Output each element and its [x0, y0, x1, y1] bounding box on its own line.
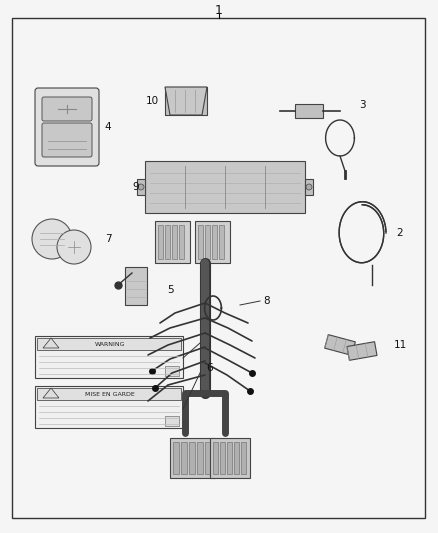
- Circle shape: [32, 219, 72, 259]
- FancyBboxPatch shape: [42, 123, 92, 157]
- Bar: [205, 225, 210, 259]
- Bar: [241, 442, 246, 474]
- Bar: [173, 442, 179, 474]
- Text: 8: 8: [264, 296, 270, 306]
- Bar: [305, 179, 313, 195]
- Bar: [181, 442, 187, 474]
- Bar: [145, 161, 305, 213]
- Bar: [137, 179, 145, 195]
- Bar: [195, 221, 230, 263]
- Text: 7: 7: [105, 234, 111, 244]
- Bar: [198, 225, 203, 259]
- Bar: [35, 386, 183, 428]
- Bar: [35, 336, 183, 378]
- Text: 1: 1: [215, 4, 223, 18]
- Bar: [165, 225, 170, 259]
- Bar: [165, 87, 207, 115]
- Bar: [219, 225, 224, 259]
- Text: 11: 11: [393, 340, 406, 350]
- Bar: [227, 442, 232, 474]
- Bar: [212, 225, 217, 259]
- Polygon shape: [43, 388, 59, 398]
- Bar: [165, 416, 179, 426]
- Polygon shape: [165, 87, 207, 115]
- Bar: [295, 104, 323, 118]
- Text: 4: 4: [105, 122, 111, 132]
- Bar: [155, 221, 190, 263]
- Bar: [213, 442, 218, 474]
- Circle shape: [57, 230, 91, 264]
- Bar: [172, 225, 177, 259]
- Bar: [158, 225, 163, 259]
- Circle shape: [306, 184, 312, 190]
- Bar: [170, 438, 215, 478]
- Polygon shape: [347, 342, 377, 360]
- Polygon shape: [43, 338, 59, 348]
- Bar: [165, 366, 179, 376]
- Text: MISE EN GARDE: MISE EN GARDE: [85, 392, 135, 397]
- Bar: [189, 442, 195, 474]
- Text: 5: 5: [167, 285, 173, 295]
- FancyBboxPatch shape: [35, 88, 99, 166]
- Polygon shape: [325, 335, 355, 356]
- Bar: [210, 438, 250, 478]
- FancyBboxPatch shape: [42, 97, 92, 121]
- Bar: [179, 225, 184, 259]
- Circle shape: [138, 184, 144, 190]
- Text: 3: 3: [359, 100, 365, 110]
- Text: 9: 9: [133, 182, 139, 192]
- Bar: [220, 442, 225, 474]
- Bar: [197, 442, 203, 474]
- Text: WARNING: WARNING: [95, 342, 125, 346]
- Bar: [125, 267, 147, 305]
- Bar: [205, 442, 211, 474]
- Bar: [234, 442, 239, 474]
- Bar: [37, 388, 181, 400]
- Text: 2: 2: [397, 228, 403, 238]
- Text: 6: 6: [207, 363, 213, 373]
- Bar: [37, 338, 181, 350]
- Text: 10: 10: [145, 96, 159, 106]
